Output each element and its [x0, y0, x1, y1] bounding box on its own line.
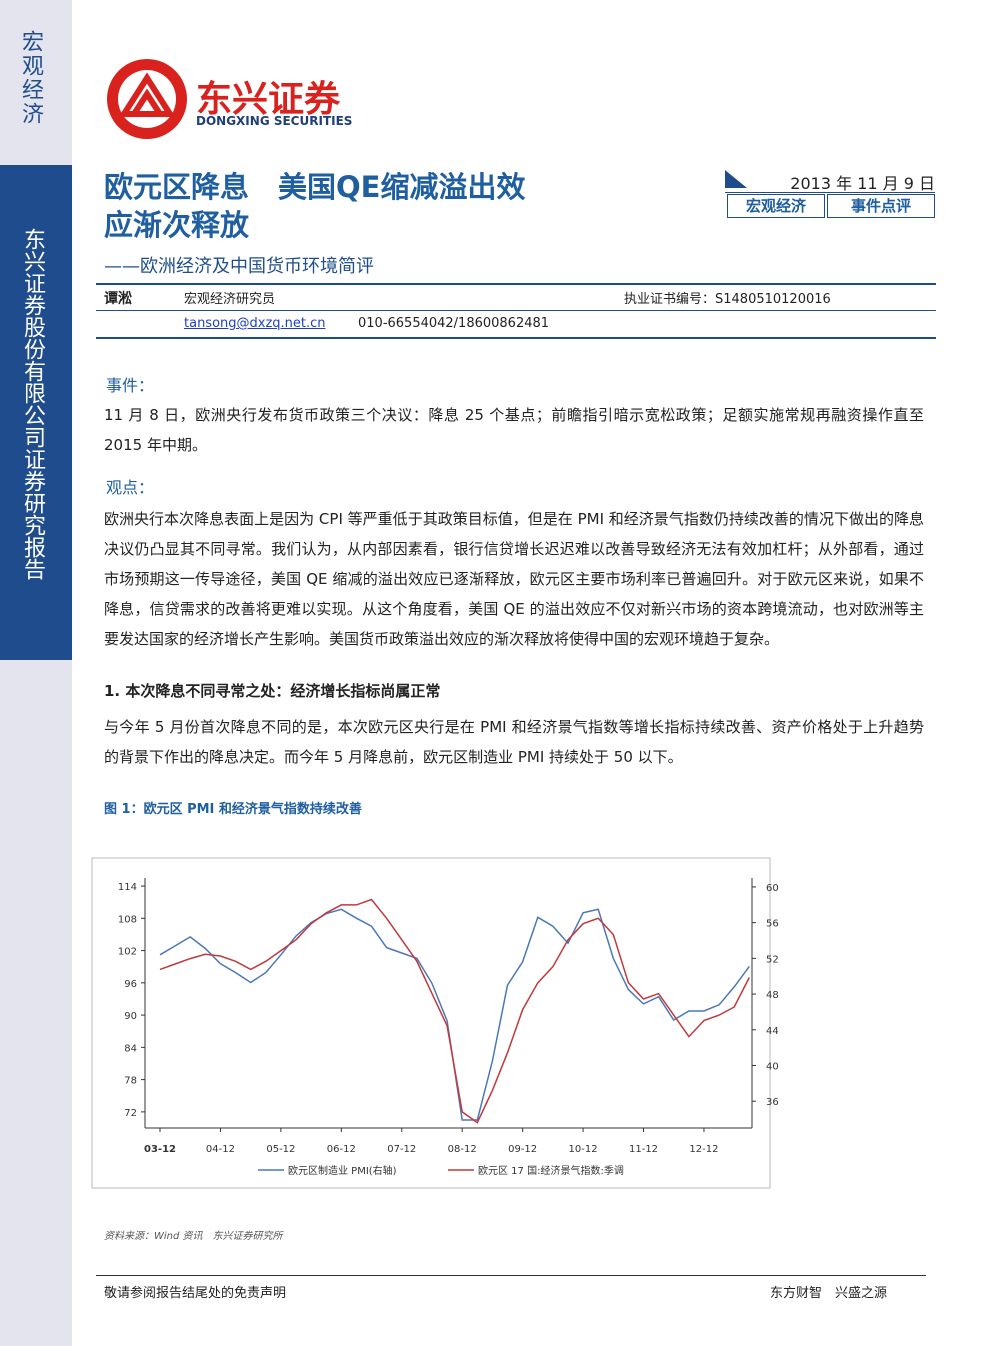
title: 欧元区降息 美国QE缩减溢出效 应渐次释放 — [104, 168, 525, 244]
logo-name: 东兴证券 — [196, 79, 341, 120]
section-text: 与今年 5 月份首次降息不同的是，本次欧元区央行是在 PMI 和经济景气指数等增… — [104, 718, 924, 766]
footer-left: 敬请参阅报告结尾处的免责声明 — [104, 1286, 287, 1301]
x-tick-label: 10-12 — [569, 1144, 598, 1155]
y2-tick-label: 36 — [766, 1097, 779, 1108]
x-tick-label: 09-12 — [508, 1144, 537, 1155]
date: 2013 年 11 月 9 日 — [790, 174, 935, 193]
x-tick-label: 07-12 — [387, 1144, 416, 1155]
x-tick-label: 03-12 — [144, 1144, 176, 1155]
y-tick-label: 78 — [124, 1076, 137, 1087]
logo-mark — [107, 59, 187, 139]
legend-label: 欧元区制造业 PMI(右轴) — [288, 1164, 397, 1177]
tag: 事件点评 — [827, 194, 935, 218]
y-tick-label: 84 — [124, 1043, 137, 1054]
rule — [96, 337, 936, 339]
y2-tick-label: 48 — [766, 990, 779, 1001]
view-heading: 观点： — [106, 478, 155, 497]
author-phone: 010-66554042/18600862481 — [358, 316, 550, 331]
section-heading: 1. 本次降息不同寻常之处：经济增长指标尚属正常 — [104, 682, 441, 700]
date-flag — [725, 170, 747, 188]
logo-en: DONGXING SECURITIES — [196, 114, 353, 128]
x-tick-label: 08-12 — [448, 1144, 477, 1155]
y-tick-label: 90 — [124, 1011, 137, 1022]
title-line: 应渐次释放 — [104, 208, 250, 242]
y-tick-label: 114 — [118, 882, 137, 893]
y-tick-label: 96 — [124, 979, 137, 990]
chart: 72 78 84 90 96 102 108 114 36 40 44 48 52 56 60 03-12 04… — [91, 857, 779, 1189]
tag: 宏观经济 — [727, 194, 825, 218]
footer-right: 东方财智 兴盛之源 — [770, 1286, 888, 1301]
x-tick-label: 12-12 — [689, 1144, 718, 1155]
x-tick-label: 11-12 — [629, 1144, 658, 1155]
y2-tick-label: 52 — [766, 954, 779, 965]
y-tick-label: 102 — [118, 947, 137, 958]
x-tick-label: 04-12 — [206, 1144, 235, 1155]
y2-tick-label: 56 — [766, 919, 779, 930]
sidebar-category: 宏观经济 — [18, 30, 43, 126]
series-line — [159, 898, 750, 1124]
figure-caption: 图 1：欧元区 PMI 和经济景气指数持续改善 — [104, 802, 362, 817]
y-tick-label: 72 — [124, 1108, 137, 1119]
title-line: 欧元区降息 美国QE缩减溢出效 — [104, 170, 526, 204]
view-text: 欧洲央行本次降息表面上是因为 CPI 等严重低于其政策目标值，但是在 PMI 和… — [104, 510, 924, 648]
chart-frame — [91, 857, 771, 1189]
series-line — [159, 908, 750, 1121]
author-name: 谭淞 — [104, 291, 132, 307]
legend-label: 欧元区 17 国:经济景气指数:季调 — [478, 1164, 624, 1177]
y2-tick-label: 44 — [766, 1026, 779, 1037]
date-box: 2013 年 11 月 9 日 — [725, 166, 935, 193]
author-email[interactable]: tansong@dxzq.net.cn — [184, 316, 326, 331]
sidebar-company: 东兴证券股份有限公司证券研究报告 — [20, 228, 45, 580]
chart-source: 资料来源：Wind 资讯 东兴证券研究所 — [104, 1231, 283, 1242]
x-tick-label: 06-12 — [327, 1144, 356, 1155]
sidebar-band — [0, 165, 72, 660]
y2-tick-label: 40 — [766, 1062, 779, 1073]
event-heading: 事件： — [106, 376, 155, 395]
subtitle: ——欧洲经济及中国货币环境简评 — [104, 256, 374, 277]
y2-tick-label: 60 — [766, 883, 779, 894]
author-cert: 执业证书编号：S1480510120016 — [624, 292, 831, 307]
event-text: 11 月 8 日，欧洲央行发布货币政策三个决议：降息 25 个基点；前瞻指引暗示… — [104, 406, 924, 454]
sidebar-top — [0, 0, 72, 165]
rule — [96, 283, 936, 285]
x-tick-label: 05-12 — [266, 1144, 295, 1155]
rule — [96, 310, 936, 311]
footer-rule — [96, 1275, 926, 1276]
sidebar-bottom — [0, 660, 72, 1346]
y-tick-label: 108 — [118, 914, 137, 925]
author-role: 宏观经济研究员 — [184, 292, 276, 307]
